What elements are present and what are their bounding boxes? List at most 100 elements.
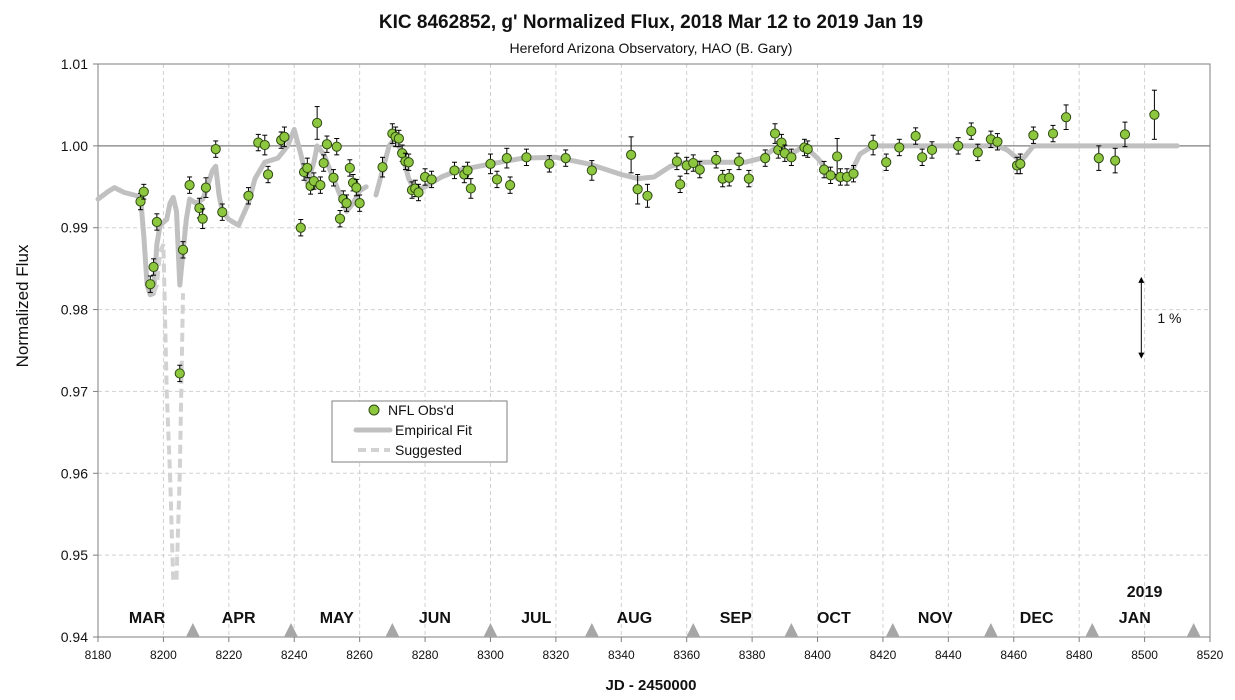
legend-label-fit: Empirical Fit <box>395 422 472 438</box>
y-tick-label: 0.94 <box>61 629 88 645</box>
plot-area <box>95 89 1180 580</box>
data-point <box>972 147 983 158</box>
chart-title: KIC 8462852, g' Normalized Flux, 2018 Ma… <box>379 12 923 33</box>
scale-annotation-label: 1 % <box>1157 310 1181 326</box>
y-axis-title: Normalized Flux <box>13 244 32 367</box>
data-point <box>174 368 185 379</box>
x-tick-label: 8400 <box>804 648 831 662</box>
x-tick-label: 8300 <box>477 648 504 662</box>
month-boundary-marker <box>983 623 998 637</box>
y-axis-ticks: 0.94 0.95 0.96 0.97 0.98 0.99 1.00 1.01 <box>61 56 98 645</box>
month-boundary-marker <box>185 623 200 637</box>
x-tick-label: 8440 <box>935 648 962 662</box>
x-axis-ticks: 8180 8200 8220 8240 8260 8280 8300 8320 8340 8360… <box>85 637 1224 662</box>
data-point <box>341 198 352 209</box>
scale-arrow-head-bottom <box>1138 352 1145 359</box>
data-point <box>1047 128 1059 139</box>
legend-marker-obs <box>368 404 380 416</box>
data-point <box>818 164 830 175</box>
data-point <box>151 216 162 228</box>
data-point <box>544 158 555 169</box>
y-tick-label: 0.95 <box>61 547 88 563</box>
data-point <box>910 130 921 142</box>
data-point <box>1028 130 1039 141</box>
x-tick-label: 8240 <box>281 648 308 662</box>
data-point <box>743 173 754 184</box>
x-tick-label: 8480 <box>1066 648 1093 662</box>
data-point <box>671 156 682 167</box>
data-point <box>769 128 781 139</box>
x-tick-label: 8280 <box>412 648 439 662</box>
data-point <box>1015 158 1026 169</box>
data-point <box>724 172 735 183</box>
scale-arrow-head-top <box>1138 276 1145 283</box>
data-point <box>675 179 686 190</box>
month-label: JUN <box>419 610 451 627</box>
data-point <box>504 180 516 191</box>
month-boundary-marker <box>584 623 599 637</box>
chart-subtitle: Hereford Arizona Observatory, HAO (B. Ga… <box>510 40 793 56</box>
data-point <box>586 165 597 176</box>
data-point <box>848 168 859 179</box>
data-point <box>894 142 905 153</box>
data-point <box>259 139 270 151</box>
month-boundary-marker <box>885 623 900 637</box>
month-label: DEC <box>1020 610 1054 627</box>
data-point <box>521 152 532 163</box>
data-point <box>917 152 928 163</box>
y-tick-label: 0.96 <box>61 465 88 481</box>
data-point <box>449 165 460 176</box>
data-point <box>992 136 1003 147</box>
x-tick-label: 8520 <box>1197 648 1224 662</box>
data-point <box>315 180 326 191</box>
y-tick-label: 1.01 <box>61 56 88 72</box>
data-point <box>926 144 938 156</box>
x-tick-label: 8420 <box>870 648 897 662</box>
month-labels: MAR APR MAY JUN JUL AUG SEP OCT NOV DEC JAN 2019 <box>129 584 1201 637</box>
data-point <box>138 186 149 197</box>
data-point <box>184 180 195 191</box>
x-tick-label: 8500 <box>1131 648 1158 662</box>
data-point <box>426 174 437 185</box>
data-point <box>465 183 476 194</box>
data-point <box>1149 109 1160 120</box>
data-point <box>760 153 771 164</box>
x-tick-label: 8460 <box>1000 648 1027 662</box>
data-point <box>351 182 362 193</box>
month-label: MAR <box>129 610 166 627</box>
plot-border <box>97 63 1211 638</box>
suggested-line <box>174 293 185 580</box>
x-tick-label: 8360 <box>673 648 700 662</box>
data-point <box>334 213 346 224</box>
month-boundary-marker <box>1085 623 1100 637</box>
data-point <box>413 187 424 198</box>
data-point <box>491 174 503 185</box>
month-label: JUL <box>521 610 551 627</box>
year-label: 2019 <box>1127 584 1163 601</box>
x-tick-label: 8180 <box>85 648 112 662</box>
data-point <box>501 153 512 164</box>
data-point <box>1093 153 1104 164</box>
y-tick-label: 0.97 <box>61 383 88 399</box>
data-point <box>485 158 496 169</box>
x-tick-label: 8220 <box>215 648 242 662</box>
scale-annotation: 1 % <box>1138 276 1181 359</box>
month-label: OCT <box>817 610 851 627</box>
data-point <box>302 162 313 174</box>
legend: NFL Obs'd Empirical Fit Suggested <box>331 400 508 463</box>
data-point <box>632 184 643 195</box>
month-label: MAY <box>320 610 354 627</box>
data-point <box>393 133 404 144</box>
month-label: AUG <box>617 610 653 627</box>
month-boundary-marker <box>283 623 298 637</box>
month-boundary-marker <box>483 623 498 637</box>
data-point <box>694 164 705 175</box>
data-point <box>832 151 843 162</box>
data-point <box>642 190 653 201</box>
data-point <box>1110 155 1121 166</box>
y-tick-label: 1.00 <box>61 138 88 154</box>
empirical-fit-line <box>95 127 369 298</box>
data-point <box>331 141 342 152</box>
